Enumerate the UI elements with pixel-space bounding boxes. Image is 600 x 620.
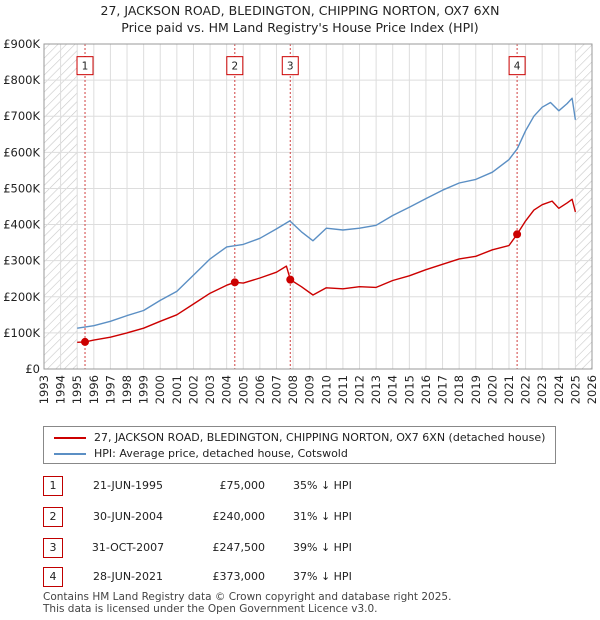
transaction-hpi-diff: 39% ↓ HPI <box>293 541 352 554</box>
sale-label-box <box>226 56 244 76</box>
x-tick-label: 2002 <box>186 375 200 404</box>
x-tick-label: 2012 <box>353 375 367 404</box>
x-tick-label: 2013 <box>369 375 383 404</box>
x-tick-label: 2003 <box>203 375 217 404</box>
transaction-row: 3 31-OCT-2007 £247,500 39% ↓ HPI <box>43 538 583 560</box>
y-tick-label: £900K <box>3 37 40 51</box>
sale-point <box>81 337 90 346</box>
transaction-price: £240,000 <box>212 510 266 523</box>
x-tick-label: 2008 <box>286 375 300 404</box>
x-tick-label: 2014 <box>386 375 400 404</box>
x-tick-label: 1995 <box>70 375 84 404</box>
y-tick-label: £200K <box>3 290 40 304</box>
plot-area <box>44 44 592 369</box>
plot-frame <box>43 43 593 370</box>
footer-attribution: Contains HM Land Registry data © Crown c… <box>43 591 451 615</box>
chart-subtitle: Price paid vs. HM Land Registry's House … <box>121 20 479 35</box>
legend-item-property: 27, JACKSON ROAD, BLEDINGTON, CHIPPING N… <box>54 430 545 446</box>
x-tick-label: 2019 <box>469 375 483 404</box>
x-tick-label: 2021 <box>502 375 516 404</box>
y-tick-label: £400K <box>3 218 40 232</box>
x-tick-label: 2025 <box>568 375 582 404</box>
sale-label: 1 <box>82 61 89 73</box>
sale-point <box>513 230 522 239</box>
x-tick-label: 2018 <box>452 375 466 404</box>
legend-item-hpi: HPI: Average price, detached house, Cots… <box>54 446 348 462</box>
x-tick-label: 2017 <box>436 375 450 404</box>
sale-label: 3 <box>287 61 294 73</box>
legend-label-hpi: HPI: Average price, detached house, Cots… <box>94 447 348 460</box>
sale-label-box <box>508 56 526 76</box>
x-tick-label: 2004 <box>220 375 234 404</box>
x-tick-label: 1998 <box>120 375 134 404</box>
y-tick-label: £700K <box>3 109 40 123</box>
transaction-hpi-diff: 37% ↓ HPI <box>293 570 352 583</box>
transaction-number: 3 <box>43 538 63 558</box>
hatched-region <box>575 44 592 369</box>
x-tick-label: 2026 <box>585 375 599 404</box>
chart-title: 27, JACKSON ROAD, BLEDINGTON, CHIPPING N… <box>100 3 500 18</box>
x-tick-label: 2006 <box>253 375 267 404</box>
y-tick-label: £100K <box>3 326 40 340</box>
x-tick-label: 1996 <box>87 375 101 404</box>
transaction-date: 28-JUN-2021 <box>92 570 164 583</box>
transaction-row: 4 28-JUN-2021 £373,000 37% ↓ HPI <box>43 567 583 589</box>
footer-line-2: This data is licensed under the Open Gov… <box>43 603 378 615</box>
legend-line-property <box>54 437 86 439</box>
transaction-price: £373,000 <box>212 570 266 583</box>
x-tick-label: 2011 <box>336 375 350 404</box>
y-tick-label: £0 <box>25 362 40 376</box>
y-tick-label: £600K <box>3 145 40 159</box>
sale-label-box <box>281 56 299 76</box>
footer-line-1: Contains HM Land Registry data © Crown c… <box>43 591 452 603</box>
legend-label-property: 27, JACKSON ROAD, BLEDINGTON, CHIPPING N… <box>94 431 546 444</box>
transaction-row: 1 21-JUN-1995 £75,000 35% ↓ HPI <box>43 476 583 498</box>
series-line-property <box>77 198 577 343</box>
x-tick-label: 1994 <box>54 375 68 404</box>
price-chart: 1 2 3 4 £0 £100K £200K £300K £400K £500K £600K £70… <box>3 37 599 404</box>
x-tick-label: 2015 <box>402 375 416 404</box>
transaction-price: £75,000 <box>219 479 266 492</box>
transaction-price: £247,500 <box>212 541 266 554</box>
x-tick-label: 1993 <box>37 375 51 404</box>
sale-label: 4 <box>514 61 521 73</box>
y-tick-label: £300K <box>3 254 40 268</box>
transaction-date: 21-JUN-1995 <box>92 479 164 492</box>
series-line-hpi <box>77 97 577 329</box>
transaction-hpi-diff: 35% ↓ HPI <box>293 479 352 492</box>
x-tick-label: 1999 <box>137 375 151 404</box>
x-tick-label: 2016 <box>419 375 433 404</box>
legend-line-hpi <box>54 453 86 455</box>
y-tick-label: £800K <box>3 73 40 87</box>
x-tick-label: 2001 <box>170 375 184 404</box>
legend: 27, JACKSON ROAD, BLEDINGTON, CHIPPING N… <box>43 426 556 464</box>
x-tick-label: 2024 <box>552 375 566 404</box>
x-tick-label: 2023 <box>535 375 549 404</box>
x-tick-label: 2010 <box>319 375 333 404</box>
x-tick-label: 2005 <box>236 375 250 404</box>
transaction-number: 1 <box>43 476 63 496</box>
y-tick-label: £500K <box>3 181 40 195</box>
x-tick-label: 2009 <box>303 375 317 404</box>
transaction-number: 2 <box>43 507 63 527</box>
transaction-date: 30-JUN-2004 <box>92 510 164 523</box>
x-tick-label: 2007 <box>269 375 283 404</box>
x-tick-label: 2000 <box>153 375 167 404</box>
transaction-hpi-diff: 31% ↓ HPI <box>293 510 352 523</box>
sale-label: 2 <box>231 61 238 73</box>
transaction-row: 2 30-JUN-2004 £240,000 31% ↓ HPI <box>43 507 583 529</box>
sale-label-box <box>76 56 94 76</box>
sale-point <box>286 275 295 284</box>
chart-title-block: 27, JACKSON ROAD, BLEDINGTON, CHIPPING N… <box>0 2 600 36</box>
transaction-date: 31-OCT-2007 <box>91 541 165 554</box>
x-tick-label: 2022 <box>519 375 533 404</box>
x-tick-label: 2020 <box>485 375 499 404</box>
x-tick-label: 1997 <box>103 375 117 404</box>
sale-point <box>230 278 239 287</box>
transaction-number: 4 <box>43 567 63 587</box>
